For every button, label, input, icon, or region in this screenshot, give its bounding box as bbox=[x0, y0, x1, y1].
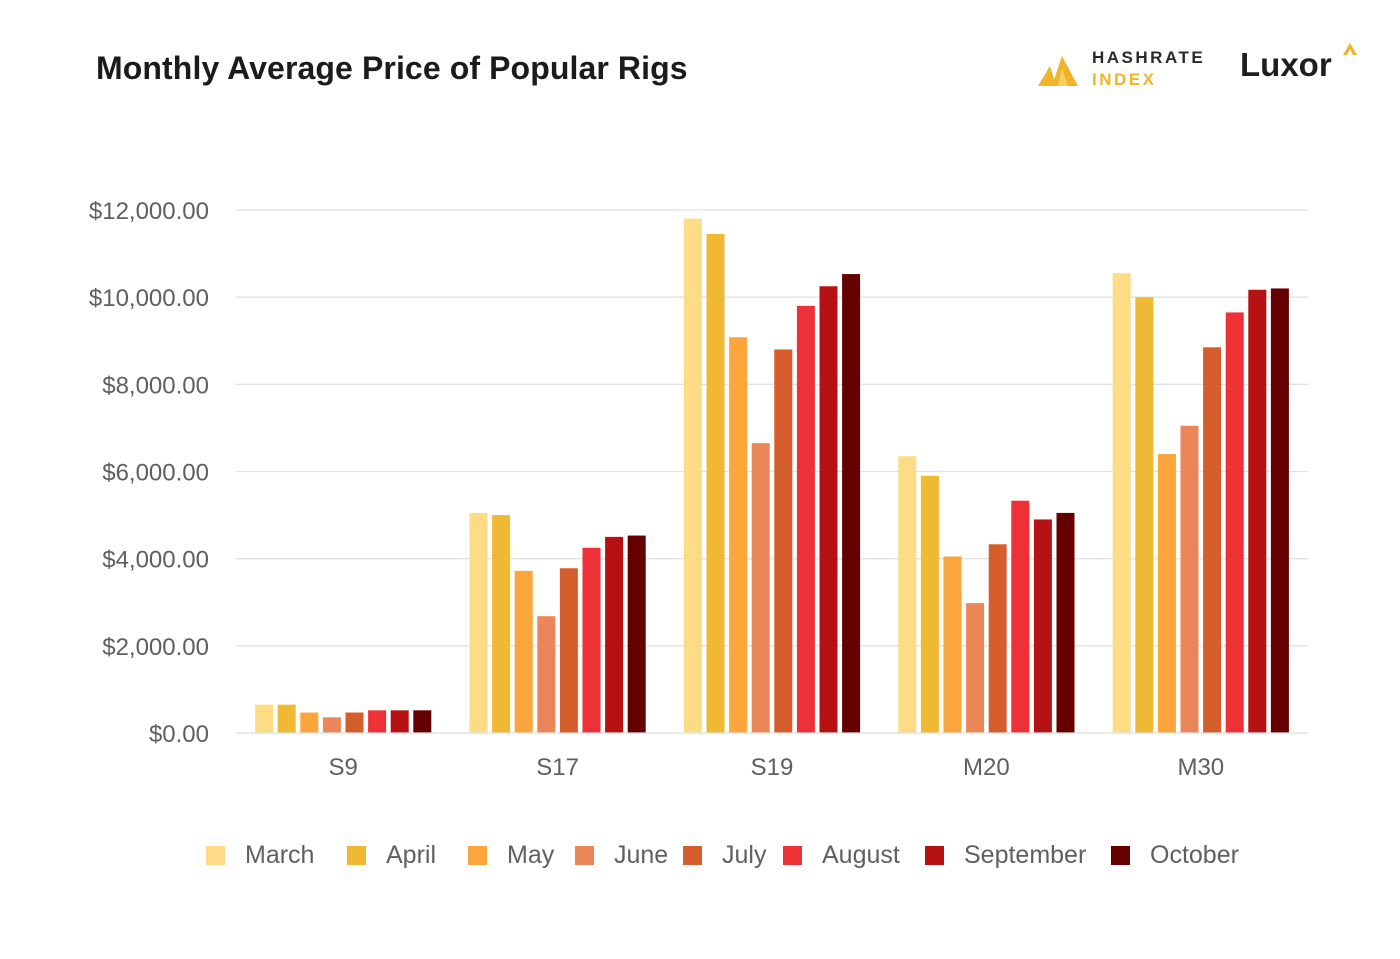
x-tick-label: M30 bbox=[1177, 754, 1224, 781]
bar-s19-march bbox=[683, 218, 702, 733]
legend-item-october: October bbox=[1111, 838, 1239, 872]
bar-s9-october bbox=[413, 710, 432, 733]
legend-swatch bbox=[925, 845, 944, 865]
bar-m20-april bbox=[920, 475, 939, 733]
y-tick-label: $0.00 bbox=[149, 721, 209, 748]
luxor-logo: Luxor bbox=[1240, 43, 1357, 84]
legend-label: May bbox=[507, 840, 555, 869]
legend-item-april: April bbox=[347, 838, 436, 872]
legend-item-september: September bbox=[925, 838, 1086, 872]
legend: March April May June July August September Octo… bbox=[0, 838, 1400, 872]
legend-item-march: March bbox=[206, 838, 314, 872]
bar-s19-september bbox=[819, 286, 838, 733]
y-tick-label: $4,000.00 bbox=[102, 547, 209, 574]
legend-label: September bbox=[964, 840, 1087, 869]
legend-item-august: August bbox=[783, 838, 900, 872]
brand-index-text: INDEX bbox=[1092, 70, 1157, 89]
y-tick-label: $10,000.00 bbox=[89, 285, 209, 312]
bar-s19-may bbox=[729, 337, 748, 733]
x-tick-label: M20 bbox=[963, 754, 1010, 781]
legend-label: October bbox=[1150, 840, 1239, 869]
bar-s19-october bbox=[842, 274, 861, 733]
bar-s17-march bbox=[469, 512, 488, 733]
bar-m20-august bbox=[1011, 500, 1030, 733]
legend-swatch bbox=[575, 845, 594, 865]
bar-m30-september bbox=[1248, 289, 1267, 733]
y-tick-label: $6,000.00 bbox=[102, 460, 209, 487]
bar-m30-august bbox=[1225, 312, 1244, 733]
x-axis: S9 S17 S19 M20 M30 bbox=[236, 732, 1308, 781]
bar-m30-october bbox=[1270, 288, 1289, 733]
legend-label: July bbox=[722, 840, 767, 869]
legend-swatch bbox=[468, 845, 487, 865]
bar-s19-june bbox=[751, 443, 770, 733]
legend-swatch bbox=[783, 845, 802, 865]
legend-label: June bbox=[614, 840, 669, 869]
hashrate-index-logo-mark bbox=[1038, 56, 1078, 86]
bar-s17-may bbox=[514, 570, 533, 733]
y-tick-label: $2,000.00 bbox=[102, 634, 209, 661]
bar-s17-june bbox=[537, 616, 556, 733]
y-axis: $0.00 $2,000.00 $4,000.00 $6,000.00 $8,000.0… bbox=[89, 198, 209, 748]
bar-s9-august bbox=[368, 710, 387, 733]
bar-m20-july bbox=[988, 544, 1007, 733]
brand-luxor-text: Luxor bbox=[1240, 46, 1332, 83]
x-tick-label: S9 bbox=[329, 754, 358, 781]
bar-s17-august bbox=[582, 547, 601, 733]
legend-swatch bbox=[347, 845, 366, 865]
bar-s17-july bbox=[559, 568, 578, 733]
bar-s17-april bbox=[492, 515, 511, 733]
legend-label: August bbox=[822, 840, 900, 869]
bar-s19-july bbox=[774, 349, 793, 733]
bar-m20-march bbox=[898, 456, 917, 733]
bar-m20-october bbox=[1056, 512, 1075, 733]
bar-m30-may bbox=[1157, 454, 1176, 733]
bar-s9-april bbox=[277, 704, 296, 733]
bar-m20-september bbox=[1033, 519, 1052, 733]
y-tick-label: $12,000.00 bbox=[89, 198, 209, 225]
legend-swatch bbox=[206, 845, 225, 865]
bar-m30-june bbox=[1180, 425, 1199, 733]
x-tick-label: S17 bbox=[536, 754, 579, 781]
bar-s19-april bbox=[706, 233, 725, 734]
bar-s17-september bbox=[605, 536, 624, 733]
luxor-logo-mark bbox=[1343, 43, 1357, 55]
brand-hashrate-text: HASHRATE bbox=[1092, 48, 1206, 67]
x-tick-label: S19 bbox=[751, 754, 794, 781]
legend-item-may: May bbox=[468, 838, 554, 872]
legend-label: April bbox=[386, 840, 437, 869]
legend-swatch bbox=[1111, 845, 1130, 865]
legend-label: March bbox=[245, 840, 315, 869]
bar-m30-april bbox=[1135, 297, 1154, 733]
bar-s19-august bbox=[796, 305, 815, 733]
y-tick-label: $8,000.00 bbox=[102, 372, 209, 399]
bar-s9-march bbox=[255, 704, 274, 733]
bar-m20-june bbox=[966, 603, 985, 733]
bar-m30-july bbox=[1203, 347, 1222, 733]
legend-item-july: July bbox=[683, 838, 766, 872]
bar-s17-october bbox=[627, 535, 646, 733]
bar-s9-july bbox=[345, 712, 364, 733]
legend-swatch bbox=[683, 845, 702, 865]
bars bbox=[255, 218, 1289, 734]
chart-title: Monthly Average Price of Popular Rigs bbox=[96, 50, 688, 86]
bar-m30-march bbox=[1112, 273, 1131, 733]
legend-item-june: June bbox=[575, 838, 668, 872]
bar-s9-september bbox=[390, 710, 409, 733]
bar-s9-june bbox=[322, 717, 341, 733]
bar-s9-may bbox=[300, 712, 319, 733]
bar-m20-may bbox=[943, 556, 962, 733]
